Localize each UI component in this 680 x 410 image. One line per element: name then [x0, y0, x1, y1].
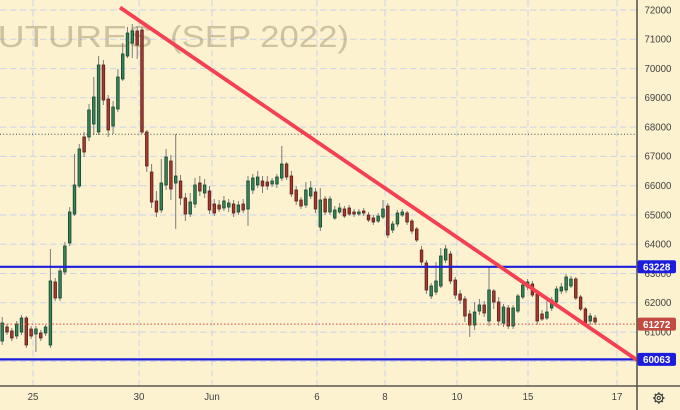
svg-text:15: 15: [523, 392, 534, 403]
svg-text:70000: 70000: [645, 64, 673, 75]
svg-text:63000: 63000: [645, 269, 673, 280]
svg-text:61272: 61272: [643, 320, 671, 331]
svg-text:62000: 62000: [645, 298, 673, 309]
svg-text:61000: 61000: [645, 327, 673, 338]
svg-text:UTURES: UTURES: [0, 19, 153, 54]
svg-text:71000: 71000: [645, 35, 673, 46]
svg-text:30: 30: [134, 392, 145, 403]
svg-text:17: 17: [612, 392, 623, 403]
svg-text:8: 8: [382, 392, 387, 403]
svg-text:64000: 64000: [645, 240, 673, 251]
svg-text:65000: 65000: [645, 210, 673, 221]
svg-text:63228: 63228: [643, 263, 671, 274]
svg-text:66000: 66000: [645, 181, 673, 192]
svg-text:(SEP 2022): (SEP 2022): [170, 19, 349, 54]
svg-text:68000: 68000: [645, 122, 673, 133]
svg-text:67000: 67000: [645, 152, 673, 163]
svg-text:69000: 69000: [645, 93, 673, 104]
svg-text:60063: 60063: [643, 355, 671, 366]
svg-text:Jun: Jun: [204, 392, 220, 403]
svg-text:72000: 72000: [645, 5, 673, 16]
svg-text:10: 10: [452, 392, 463, 403]
svg-text:6: 6: [314, 392, 319, 403]
svg-text:25: 25: [28, 392, 39, 403]
